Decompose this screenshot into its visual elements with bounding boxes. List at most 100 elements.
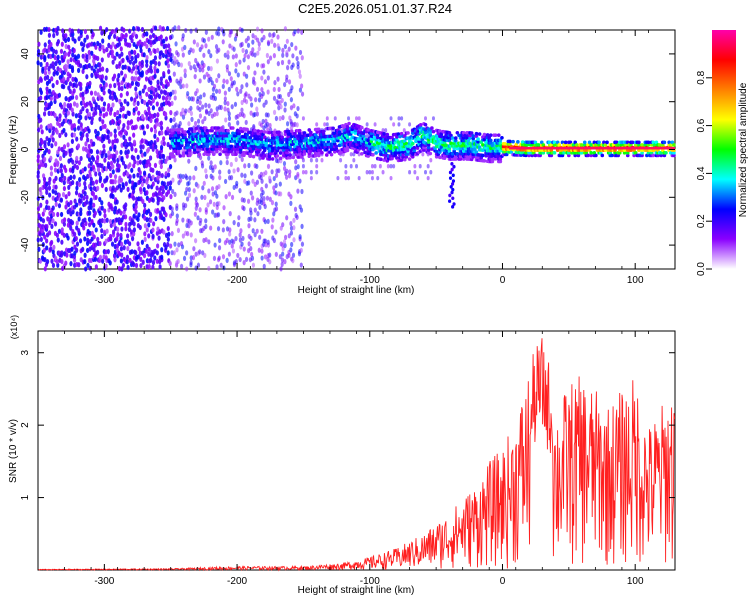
spectrogram-cell xyxy=(61,28,65,34)
spectrogram-cell xyxy=(243,163,247,169)
spectrogram-cell xyxy=(180,143,184,148)
spectrogram-cell xyxy=(196,215,200,221)
spectrogram-cell xyxy=(104,152,108,159)
spectrogram-cell xyxy=(498,141,503,145)
spectrogram-cell xyxy=(280,257,285,263)
spectrogram-cell xyxy=(43,257,47,263)
spectrogram-cell xyxy=(657,143,662,147)
spectrogram-cell xyxy=(216,126,221,130)
spectrogram-cell xyxy=(166,181,170,187)
y-tick-label: 20 xyxy=(20,96,31,108)
spectrogram-cell xyxy=(94,171,98,177)
spectrogram-cell xyxy=(240,107,244,113)
spectrogram-cell xyxy=(204,173,209,180)
spectrogram-cell xyxy=(381,170,385,175)
spectrogram-cell xyxy=(166,225,170,232)
spectrogram-cell xyxy=(211,209,215,215)
spectrogram-cell xyxy=(255,228,259,234)
spectrogram-cell xyxy=(90,72,94,78)
spectrogram-cell xyxy=(389,164,393,169)
spectrogram-cell xyxy=(71,76,75,82)
spectrogram-cell xyxy=(296,28,300,34)
spectrogram-cell xyxy=(242,57,246,63)
spectrogram-cell xyxy=(132,213,136,219)
spectrogram-cell xyxy=(426,148,431,152)
spectrogram-cell xyxy=(155,192,159,198)
spectrogram-cell xyxy=(54,175,58,181)
spectrogram-cell xyxy=(371,153,375,157)
spectrogram-cell xyxy=(130,55,134,61)
spectrogram-cell xyxy=(255,163,259,169)
spectrogram-cell xyxy=(211,144,216,149)
spectrogram-cell xyxy=(148,34,153,40)
spectrogram-cell xyxy=(51,82,55,89)
spectrogram-cell xyxy=(188,148,192,152)
spectrogram-cell xyxy=(345,145,350,150)
spectrogram-cell xyxy=(119,258,124,264)
spectrogram-cell xyxy=(227,169,231,175)
spectrogram-cell xyxy=(428,130,433,135)
spectrogram-cell xyxy=(158,54,162,60)
spectrogram-cell xyxy=(598,151,603,155)
spectrogram-cell xyxy=(498,149,503,153)
spectrogram-cell xyxy=(79,122,83,128)
spectrogram-cell xyxy=(465,136,469,140)
spectrogram-cell xyxy=(466,154,471,159)
spectrogram-cell xyxy=(481,153,485,158)
spectrogram-cell xyxy=(640,153,644,158)
spectrogram-cell xyxy=(282,165,287,172)
spectrogram-cell xyxy=(120,51,124,57)
spectrogram-cell xyxy=(267,130,272,135)
spectrogram-cell xyxy=(45,135,49,142)
spectrogram-cell xyxy=(344,175,348,181)
spectrogram-cell xyxy=(261,118,265,125)
spectrogram-cell xyxy=(83,28,87,35)
spectrogram-cell xyxy=(181,233,185,239)
spectrogram-cell xyxy=(373,164,377,169)
spectrogram-cell xyxy=(309,175,313,181)
spectrogram-cell xyxy=(672,153,676,158)
spectrogram-cell xyxy=(81,106,85,112)
spectrogram-cell xyxy=(117,167,121,173)
spectrogram-cell xyxy=(206,65,211,72)
spectrogram-cell xyxy=(125,259,129,265)
spectrogram-cell xyxy=(447,130,452,135)
spectrogram-cell xyxy=(57,146,61,152)
spectrogram-cell xyxy=(104,186,108,193)
spectrogram-cell xyxy=(109,222,113,229)
spectrogram-cell xyxy=(247,241,251,247)
spectrogram-cell xyxy=(266,59,270,65)
spectrogram-cell xyxy=(137,76,141,82)
spectrogram-cell xyxy=(159,120,163,126)
spectrogram-cell xyxy=(243,178,247,184)
spectrogram-cell xyxy=(325,122,329,127)
spectrogram-cell xyxy=(52,48,56,54)
spectrogram-cell xyxy=(46,216,50,222)
spectrogram-cell xyxy=(458,154,463,159)
spectrogram-cell xyxy=(309,170,313,175)
spectrogram-cell xyxy=(108,90,113,96)
spectrogram-cell xyxy=(449,184,453,189)
spectrogram-cell xyxy=(448,199,452,203)
spectrogram-cell xyxy=(146,183,151,190)
spectrogram-cell xyxy=(234,235,238,242)
spectrogram-cell xyxy=(59,163,64,169)
spectrogram-cell xyxy=(189,110,194,117)
spectrogram-cell xyxy=(471,139,476,143)
spectrogram-cell xyxy=(149,257,153,263)
spectrogram-cell xyxy=(287,91,291,98)
spectrogram-cell xyxy=(211,141,216,146)
spectrogram-cell xyxy=(471,136,476,141)
spectrogram-cell xyxy=(145,227,149,233)
spectrogram-cell xyxy=(50,76,54,82)
spectrogram-cell xyxy=(60,239,64,245)
spectrogram-cell xyxy=(64,117,68,124)
spectrogram-cell xyxy=(292,103,296,109)
spectrogram-cell xyxy=(36,206,41,212)
spectrogram-cell xyxy=(45,199,49,205)
spectrogram-cell xyxy=(128,83,132,89)
spectrogram-cell xyxy=(203,252,207,259)
spectrogram-cell xyxy=(165,25,170,32)
spectrogram-cell xyxy=(242,197,246,203)
